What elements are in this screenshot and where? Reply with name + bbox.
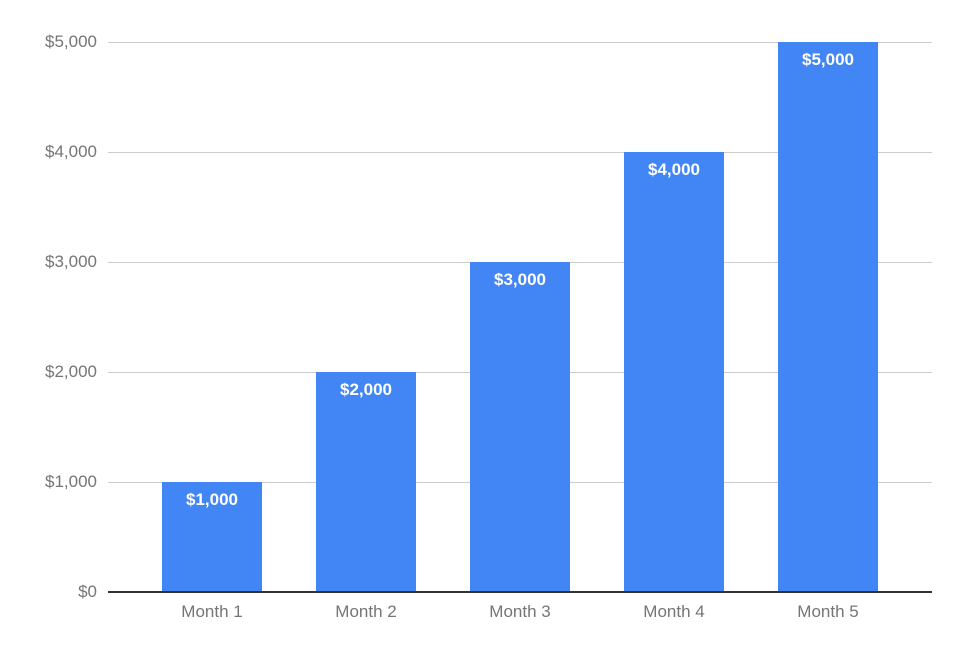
x-axis-tick-label: Month 3 (489, 602, 551, 621)
bar-value-label: $4,000 (648, 160, 700, 179)
bar-value-label: $3,000 (494, 270, 546, 289)
gridline (108, 41, 932, 43)
y-axis-tick-label: $5,000 (45, 32, 97, 51)
x-axis-tick-label: Month 5 (797, 602, 859, 621)
y-axis-tick-label: $4,000 (45, 142, 97, 161)
bar-month-5: $5,000 (778, 42, 878, 592)
x-axis-line (108, 591, 932, 593)
x-axis-tick-label: Month 2 (335, 602, 397, 621)
x-axis-tick-label: Month 4 (643, 602, 705, 621)
bar-value-label: $1,000 (186, 490, 238, 509)
y-axis-tick-label: $2,000 (45, 362, 97, 381)
bar-month-2: $2,000 (316, 372, 416, 592)
bar-month-4: $4,000 (624, 152, 724, 592)
y-axis-tick-label: $3,000 (45, 252, 97, 271)
x-axis-tick-label: Month 1 (181, 602, 243, 621)
bar-month-3: $3,000 (470, 262, 570, 592)
bar-value-label: $5,000 (802, 50, 854, 69)
y-axis-tick-label: $0 (78, 582, 97, 601)
y-axis-tick-label: $1,000 (45, 472, 97, 491)
bar-month-1: $1,000 (162, 482, 262, 592)
gridline (108, 151, 932, 153)
bar-value-label: $2,000 (340, 380, 392, 399)
